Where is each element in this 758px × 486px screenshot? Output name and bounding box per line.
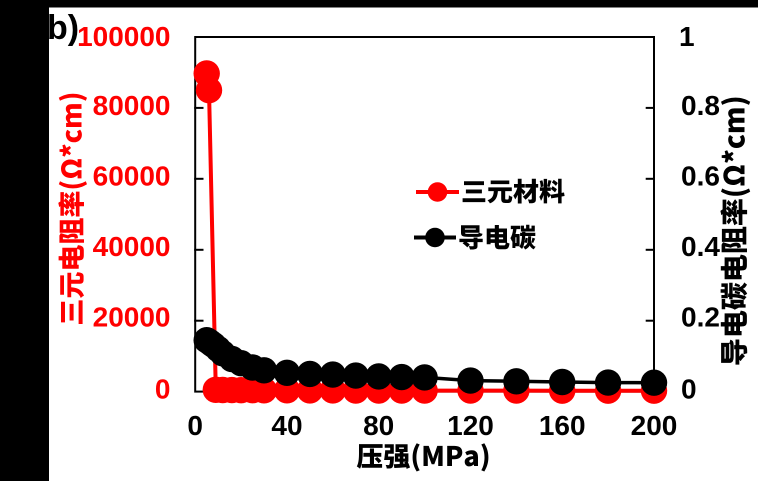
svg-text:40: 40 xyxy=(271,410,302,441)
svg-text:160: 160 xyxy=(539,410,586,441)
svg-text:20000: 20000 xyxy=(93,302,171,333)
svg-text:80: 80 xyxy=(363,410,394,441)
svg-text:0.8: 0.8 xyxy=(681,90,720,121)
svg-text:b): b) xyxy=(47,9,79,47)
svg-text:120: 120 xyxy=(447,410,494,441)
svg-text:1: 1 xyxy=(679,21,695,52)
svg-text:0: 0 xyxy=(155,374,171,405)
svg-text:200: 200 xyxy=(631,410,678,441)
svg-text:0.6: 0.6 xyxy=(681,161,720,192)
svg-text:60000: 60000 xyxy=(93,161,171,192)
svg-text:0.2: 0.2 xyxy=(681,302,720,333)
svg-text:0.4: 0.4 xyxy=(681,231,720,262)
svg-text:0: 0 xyxy=(187,410,203,441)
svg-text:80000: 80000 xyxy=(93,90,171,121)
svg-text:0: 0 xyxy=(681,374,697,405)
svg-text:40000: 40000 xyxy=(93,231,171,262)
svg-text:100000: 100000 xyxy=(77,21,170,52)
